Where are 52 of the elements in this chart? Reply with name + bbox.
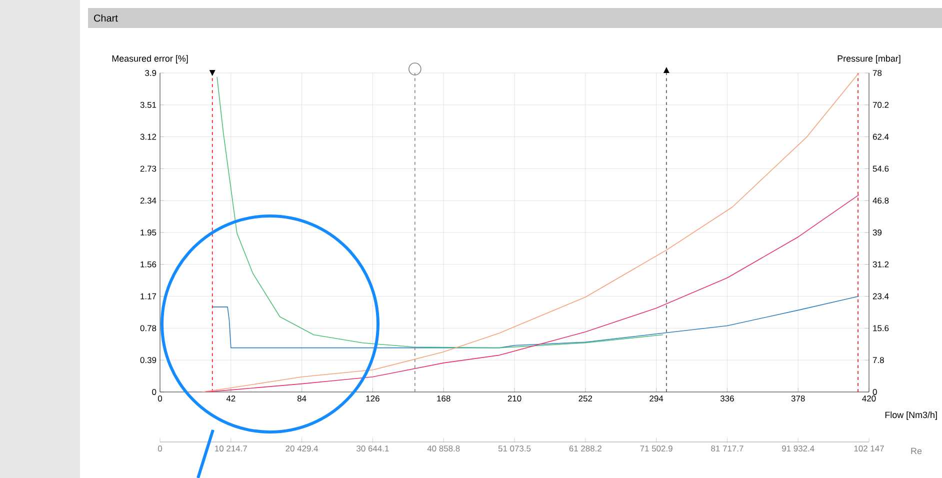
- y-tick-label: 0.39: [140, 357, 156, 364]
- x-tick-label: 0: [158, 396, 162, 402]
- y2-tick-label: 70.2: [872, 102, 889, 108]
- y-tick-label: 2.34: [140, 198, 156, 204]
- x2-tick-label: 81 717.7: [711, 446, 744, 452]
- y-tick-label: 1.95: [140, 229, 156, 236]
- x-tick-label: 210: [508, 396, 522, 402]
- x-axis-title: Flow [Nm3/h]: [885, 412, 937, 420]
- y-tick-label: 0.78: [140, 325, 156, 332]
- y2-tick-label: 78: [872, 70, 882, 76]
- y-tick-label: 1.17: [140, 293, 156, 300]
- y-tick-label: 0: [152, 388, 156, 395]
- y-tick-label: 3.51: [140, 102, 156, 108]
- y2-tick-label: 31.2: [872, 261, 889, 268]
- x2-tick-label: 61 288.2: [569, 446, 602, 452]
- x-tick-label: 252: [578, 396, 592, 402]
- x-tick-label: 84: [297, 396, 306, 402]
- y2-tick-label: 39: [872, 229, 882, 236]
- x2-tick-label: 10 214.7: [215, 446, 247, 452]
- line-series: [216, 76, 664, 348]
- x2-tick-label: 51 073.5: [498, 446, 531, 452]
- y2-axis-title: Pressure [mbar]: [838, 55, 900, 64]
- y-tick-label: 3.12: [140, 134, 156, 140]
- x-tick-label: 294: [650, 396, 664, 402]
- y2-tick-label: 62.4: [872, 134, 889, 140]
- line-series: [205, 194, 860, 392]
- x2-tick-label: 20 429.4: [286, 446, 318, 452]
- y-tick-label: 2.73: [140, 166, 156, 172]
- x-tick-label: 168: [437, 396, 450, 402]
- y-tick-label: 3.9: [145, 70, 156, 76]
- x-tick-label: 336: [720, 396, 734, 402]
- y2-tick-label: 46.8: [872, 198, 889, 204]
- x2-tick-label: 102 147: [854, 446, 884, 452]
- x-tick-label: 126: [366, 396, 380, 402]
- x2-tick-label: 0: [158, 446, 162, 452]
- x2-tick-label: 71 502.9: [640, 446, 672, 452]
- x-tick-label: 420: [862, 396, 876, 402]
- x-tick-label: 378: [791, 396, 805, 402]
- chart-title: Chart: [94, 14, 118, 22]
- line-series: [202, 72, 860, 392]
- x2-tick-label: 40 858.8: [427, 446, 460, 452]
- y2-tick-label: 0: [872, 388, 877, 395]
- x2-tick-label: 91 932.4: [782, 446, 814, 452]
- y2-tick-label: 7.8: [872, 357, 884, 364]
- x2-tick-label: 30 644.1: [356, 446, 389, 452]
- y-tick-label: 1.56: [140, 261, 156, 268]
- y2-tick-label: 54.6: [872, 166, 889, 172]
- x2-axis-title: Re: [911, 448, 922, 454]
- y-axis-title: Measured error [%]: [112, 55, 188, 64]
- y2-tick-label: 23.4: [872, 293, 889, 300]
- y2-tick-label: 15.6: [873, 325, 889, 332]
- x-tick-label: 42: [226, 396, 236, 402]
